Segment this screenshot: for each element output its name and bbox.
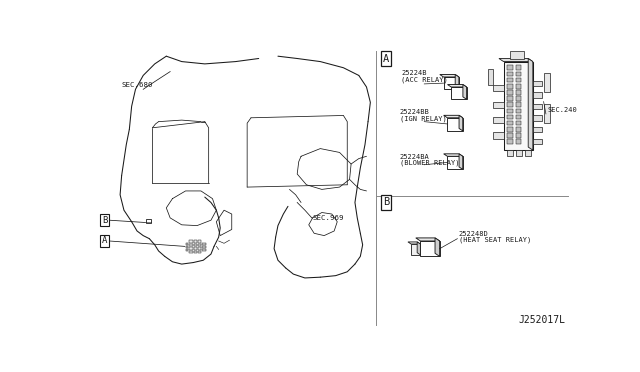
Bar [202, 243, 205, 245]
Text: J252017L: J252017L [518, 315, 565, 325]
Bar [508, 102, 513, 107]
Bar [508, 90, 513, 95]
Bar [508, 121, 513, 125]
Bar [508, 78, 513, 82]
Bar [147, 219, 151, 223]
Bar [508, 65, 513, 70]
Bar [198, 244, 202, 246]
Bar [516, 71, 521, 76]
Bar [189, 240, 193, 243]
Bar [198, 251, 202, 253]
Bar [543, 104, 550, 123]
Bar [508, 84, 513, 89]
Polygon shape [447, 118, 463, 131]
Polygon shape [408, 242, 420, 244]
Bar [198, 240, 202, 243]
Text: B: B [102, 216, 108, 225]
Text: 25224BA: 25224BA [399, 154, 429, 160]
Bar [516, 109, 521, 113]
Bar [488, 69, 493, 85]
Bar [202, 246, 205, 248]
Text: 252248D: 252248D [459, 231, 489, 237]
Bar [516, 90, 521, 95]
Polygon shape [444, 77, 459, 89]
Bar [543, 73, 550, 92]
Bar [516, 96, 521, 101]
Text: (ACC RELAY): (ACC RELAY) [401, 77, 448, 83]
Text: 25224B: 25224B [401, 70, 427, 76]
Polygon shape [533, 81, 542, 86]
Bar [508, 115, 513, 119]
Text: SEC.240: SEC.240 [547, 108, 577, 113]
Bar [189, 247, 193, 250]
Bar [508, 140, 513, 144]
Bar [508, 109, 513, 113]
Bar [516, 133, 521, 138]
Polygon shape [444, 115, 463, 118]
Bar [516, 102, 521, 107]
Polygon shape [528, 58, 533, 150]
Bar [202, 249, 205, 251]
Text: B: B [383, 198, 389, 208]
Polygon shape [463, 84, 467, 99]
Bar [516, 140, 521, 144]
Text: SEC.969: SEC.969 [312, 215, 344, 221]
Polygon shape [420, 241, 440, 256]
Polygon shape [533, 127, 542, 132]
Polygon shape [493, 102, 504, 108]
Polygon shape [455, 74, 459, 89]
Bar [198, 247, 202, 250]
Bar [189, 244, 193, 246]
Polygon shape [493, 117, 504, 123]
Bar [186, 243, 188, 245]
Polygon shape [493, 132, 504, 139]
Bar [516, 65, 521, 70]
Bar [507, 150, 513, 156]
Bar [504, 62, 533, 150]
Polygon shape [447, 156, 463, 169]
Bar [525, 150, 531, 156]
Bar [194, 244, 197, 246]
Bar [516, 150, 522, 156]
Text: (BLOWER RELAY): (BLOWER RELAY) [399, 160, 459, 166]
Bar [508, 96, 513, 101]
Polygon shape [451, 87, 467, 99]
Polygon shape [533, 92, 542, 98]
Bar [194, 247, 197, 250]
Bar [516, 127, 521, 132]
Polygon shape [411, 244, 420, 255]
Bar [516, 84, 521, 89]
Bar [186, 249, 188, 251]
Polygon shape [533, 104, 542, 109]
Bar [508, 71, 513, 76]
Polygon shape [499, 58, 533, 62]
Text: (HEAT SEAT RELAY): (HEAT SEAT RELAY) [459, 237, 531, 243]
Bar [194, 240, 197, 243]
Bar [516, 121, 521, 125]
Bar [194, 251, 197, 253]
Polygon shape [459, 115, 463, 131]
Polygon shape [417, 242, 420, 255]
Polygon shape [416, 238, 440, 241]
Polygon shape [459, 154, 463, 169]
Text: (IGN RELAY): (IGN RELAY) [399, 115, 446, 122]
Polygon shape [533, 115, 542, 121]
Bar [189, 251, 193, 253]
Text: A: A [383, 54, 389, 64]
Text: SEC.680: SEC.680 [122, 82, 153, 88]
Polygon shape [440, 74, 459, 77]
Polygon shape [444, 154, 463, 156]
Polygon shape [493, 85, 504, 91]
Polygon shape [533, 139, 542, 144]
Bar [509, 51, 524, 58]
Text: 25224BB: 25224BB [399, 109, 429, 115]
Bar [508, 133, 513, 138]
Polygon shape [447, 84, 467, 87]
Polygon shape [435, 238, 440, 256]
Bar [186, 246, 188, 248]
Bar [508, 127, 513, 132]
Bar [516, 78, 521, 82]
Bar [516, 115, 521, 119]
Text: A: A [102, 237, 108, 246]
